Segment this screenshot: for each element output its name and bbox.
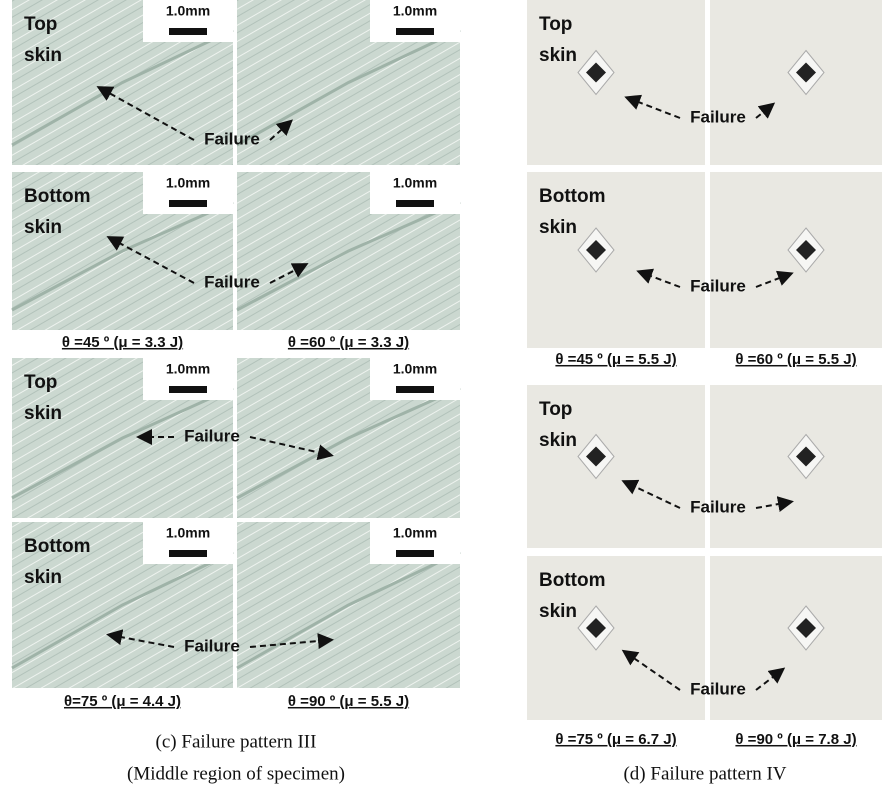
panel-caption: θ =90 º (μ = 7.8 J) bbox=[735, 731, 856, 748]
panel-caption: θ =60 º (μ = 3.3 J) bbox=[288, 334, 409, 351]
failure-label: Failure bbox=[184, 636, 240, 655]
scale-label: 1.0mm bbox=[166, 175, 210, 191]
scale-bar bbox=[396, 28, 434, 35]
skin-label: Bottom bbox=[539, 186, 605, 207]
scale-label: 1.0mm bbox=[393, 175, 437, 191]
panel-caption: θ =45 º (μ = 5.5 J) bbox=[555, 351, 676, 368]
scale-bar bbox=[169, 386, 207, 393]
panel-caption: θ =45 º (μ = 3.3 J) bbox=[62, 334, 183, 351]
failure-label: Failure bbox=[690, 679, 746, 698]
scale-label: 1.0mm bbox=[393, 3, 437, 19]
skin-label: skin bbox=[24, 45, 62, 66]
scale-label: 1.0mm bbox=[166, 361, 210, 377]
skin-label: skin bbox=[539, 45, 577, 66]
failure-label: Failure bbox=[204, 272, 260, 291]
scale-bar bbox=[169, 28, 207, 35]
skin-label: skin bbox=[24, 567, 62, 588]
scale-bar bbox=[396, 550, 434, 557]
scale-label: 1.0mm bbox=[393, 525, 437, 541]
failure-label: Failure bbox=[204, 129, 260, 148]
failure-label: Failure bbox=[690, 107, 746, 126]
figure-caption: (d) Failure pattern IV bbox=[623, 763, 786, 784]
skin-label: skin bbox=[539, 601, 577, 622]
scale-bar bbox=[396, 200, 434, 207]
scale-bar bbox=[169, 200, 207, 207]
panel-caption: θ =75 º (μ = 6.7 J) bbox=[555, 731, 676, 748]
panel-caption: θ =60 º (μ = 5.5 J) bbox=[735, 351, 856, 368]
failure-label: Failure bbox=[184, 426, 240, 445]
scale-label: 1.0mm bbox=[393, 361, 437, 377]
skin-label: Top bbox=[24, 372, 57, 393]
panel-caption: θ =90 º (μ = 5.5 J) bbox=[288, 693, 409, 710]
scale-label: 1.0mm bbox=[166, 3, 210, 19]
skin-label: skin bbox=[24, 217, 62, 238]
failure-label: Failure bbox=[690, 497, 746, 516]
skin-label: Top bbox=[24, 14, 57, 35]
scale-bar bbox=[169, 550, 207, 557]
figure-caption: (c) Failure pattern III bbox=[156, 731, 317, 752]
figure: 1.0mm 1.0mm Top skin Failure 1.0mm 1.0mm Bottom… bbox=[0, 0, 890, 793]
page: {"panels": [ {"groups": [ {"rows": [ {"l… bbox=[0, 0, 890, 793]
skin-label: Top bbox=[539, 399, 572, 420]
figure-caption: (Middle region of specimen) bbox=[127, 763, 345, 784]
skin-label: skin bbox=[539, 430, 577, 451]
skin-label: skin bbox=[539, 217, 577, 238]
skin-label: Bottom bbox=[24, 186, 90, 207]
failure-label: Failure bbox=[690, 276, 746, 295]
scale-bar bbox=[396, 386, 434, 393]
scale-label: 1.0mm bbox=[166, 525, 210, 541]
panel-caption: θ=75 º (μ = 4.4 J) bbox=[64, 693, 181, 710]
skin-label: skin bbox=[24, 403, 62, 424]
skin-label: Bottom bbox=[539, 570, 605, 591]
skin-label: Top bbox=[539, 14, 572, 35]
skin-label: Bottom bbox=[24, 536, 90, 557]
